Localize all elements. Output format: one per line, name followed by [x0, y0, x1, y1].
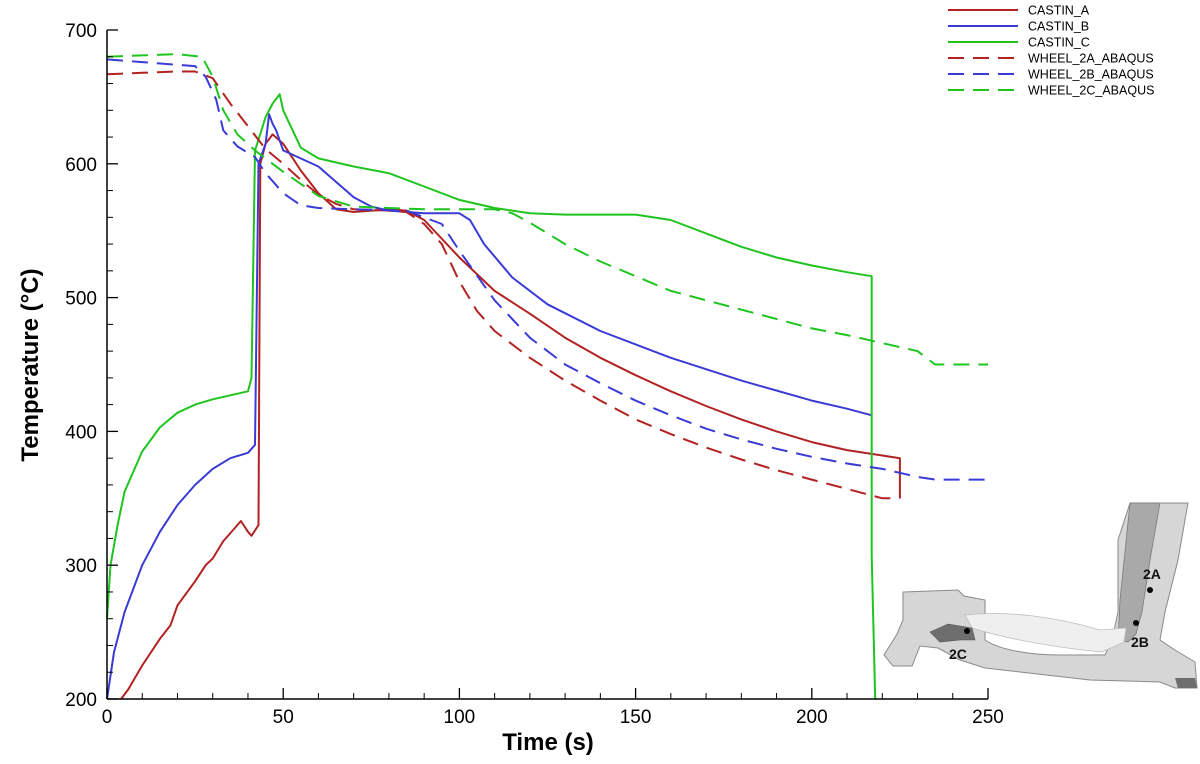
- ticks: 0 50 100 150 200 250 200 300 400 500 600 700: [65, 21, 1004, 728]
- legend-label: WHEEL_2B_ABAQUS: [1028, 68, 1154, 82]
- series-line-castin-b: [106, 113, 872, 700]
- y-axis-title: Temperature (°C): [17, 268, 44, 461]
- point-2a-marker: [1147, 587, 1153, 593]
- point-2a-label: 2A: [1143, 566, 1161, 582]
- x-tick-label: 150: [620, 707, 652, 728]
- y-tick-label: 700: [65, 21, 97, 42]
- y-tick-label: 400: [65, 422, 97, 443]
- series-line-castin-c: [106, 93, 877, 700]
- y-tick-label: 200: [65, 690, 97, 711]
- series-group: [106, 53, 988, 700]
- point-2b-marker: [1133, 620, 1139, 626]
- y-tick-label: 300: [65, 556, 97, 577]
- wheel-hub-dark-patch: [929, 623, 976, 643]
- point-2b-label: 2B: [1131, 634, 1149, 650]
- legend-label: CASTIN_B: [1028, 20, 1089, 34]
- x-tick-label: 250: [972, 707, 1004, 728]
- legend-label: WHEEL_2A_ABAQUS: [1028, 52, 1154, 66]
- legend: CASTIN_A CASTIN_B CASTIN_C WHEEL_2A_ABAQUS W…: [948, 4, 1154, 98]
- legend-label: CASTIN_A: [1028, 4, 1090, 18]
- x-tick-label: 100: [444, 707, 476, 728]
- series-line-wheel-2a-abaqus: [106, 70, 900, 500]
- legend-label: CASTIN_C: [1028, 36, 1090, 50]
- series-line-wheel-2b-abaqus: [106, 58, 988, 481]
- x-axis-title: Time (s): [502, 729, 594, 756]
- axes: [106, 30, 988, 700]
- point-2c-marker: [964, 628, 970, 634]
- x-tick-label: 200: [796, 707, 828, 728]
- y-tick-label: 600: [65, 155, 97, 176]
- wheel-flange-dark: [1175, 678, 1197, 688]
- x-tick-label: 50: [273, 707, 294, 728]
- series-line-castin-a: [120, 133, 901, 700]
- series-line-wheel-2c-abaqus: [106, 53, 988, 366]
- wheel-section-inset: 2A 2B 2C: [883, 502, 1198, 689]
- legend-label: WHEEL_2C_ABAQUS: [1028, 84, 1154, 98]
- y-tick-label: 500: [65, 289, 97, 310]
- wheel-web-highlight: [964, 613, 1127, 653]
- point-2c-label: 2C: [949, 646, 967, 662]
- wheel-spoke-shape: [1117, 502, 1161, 643]
- x-tick-label: 0: [102, 707, 113, 728]
